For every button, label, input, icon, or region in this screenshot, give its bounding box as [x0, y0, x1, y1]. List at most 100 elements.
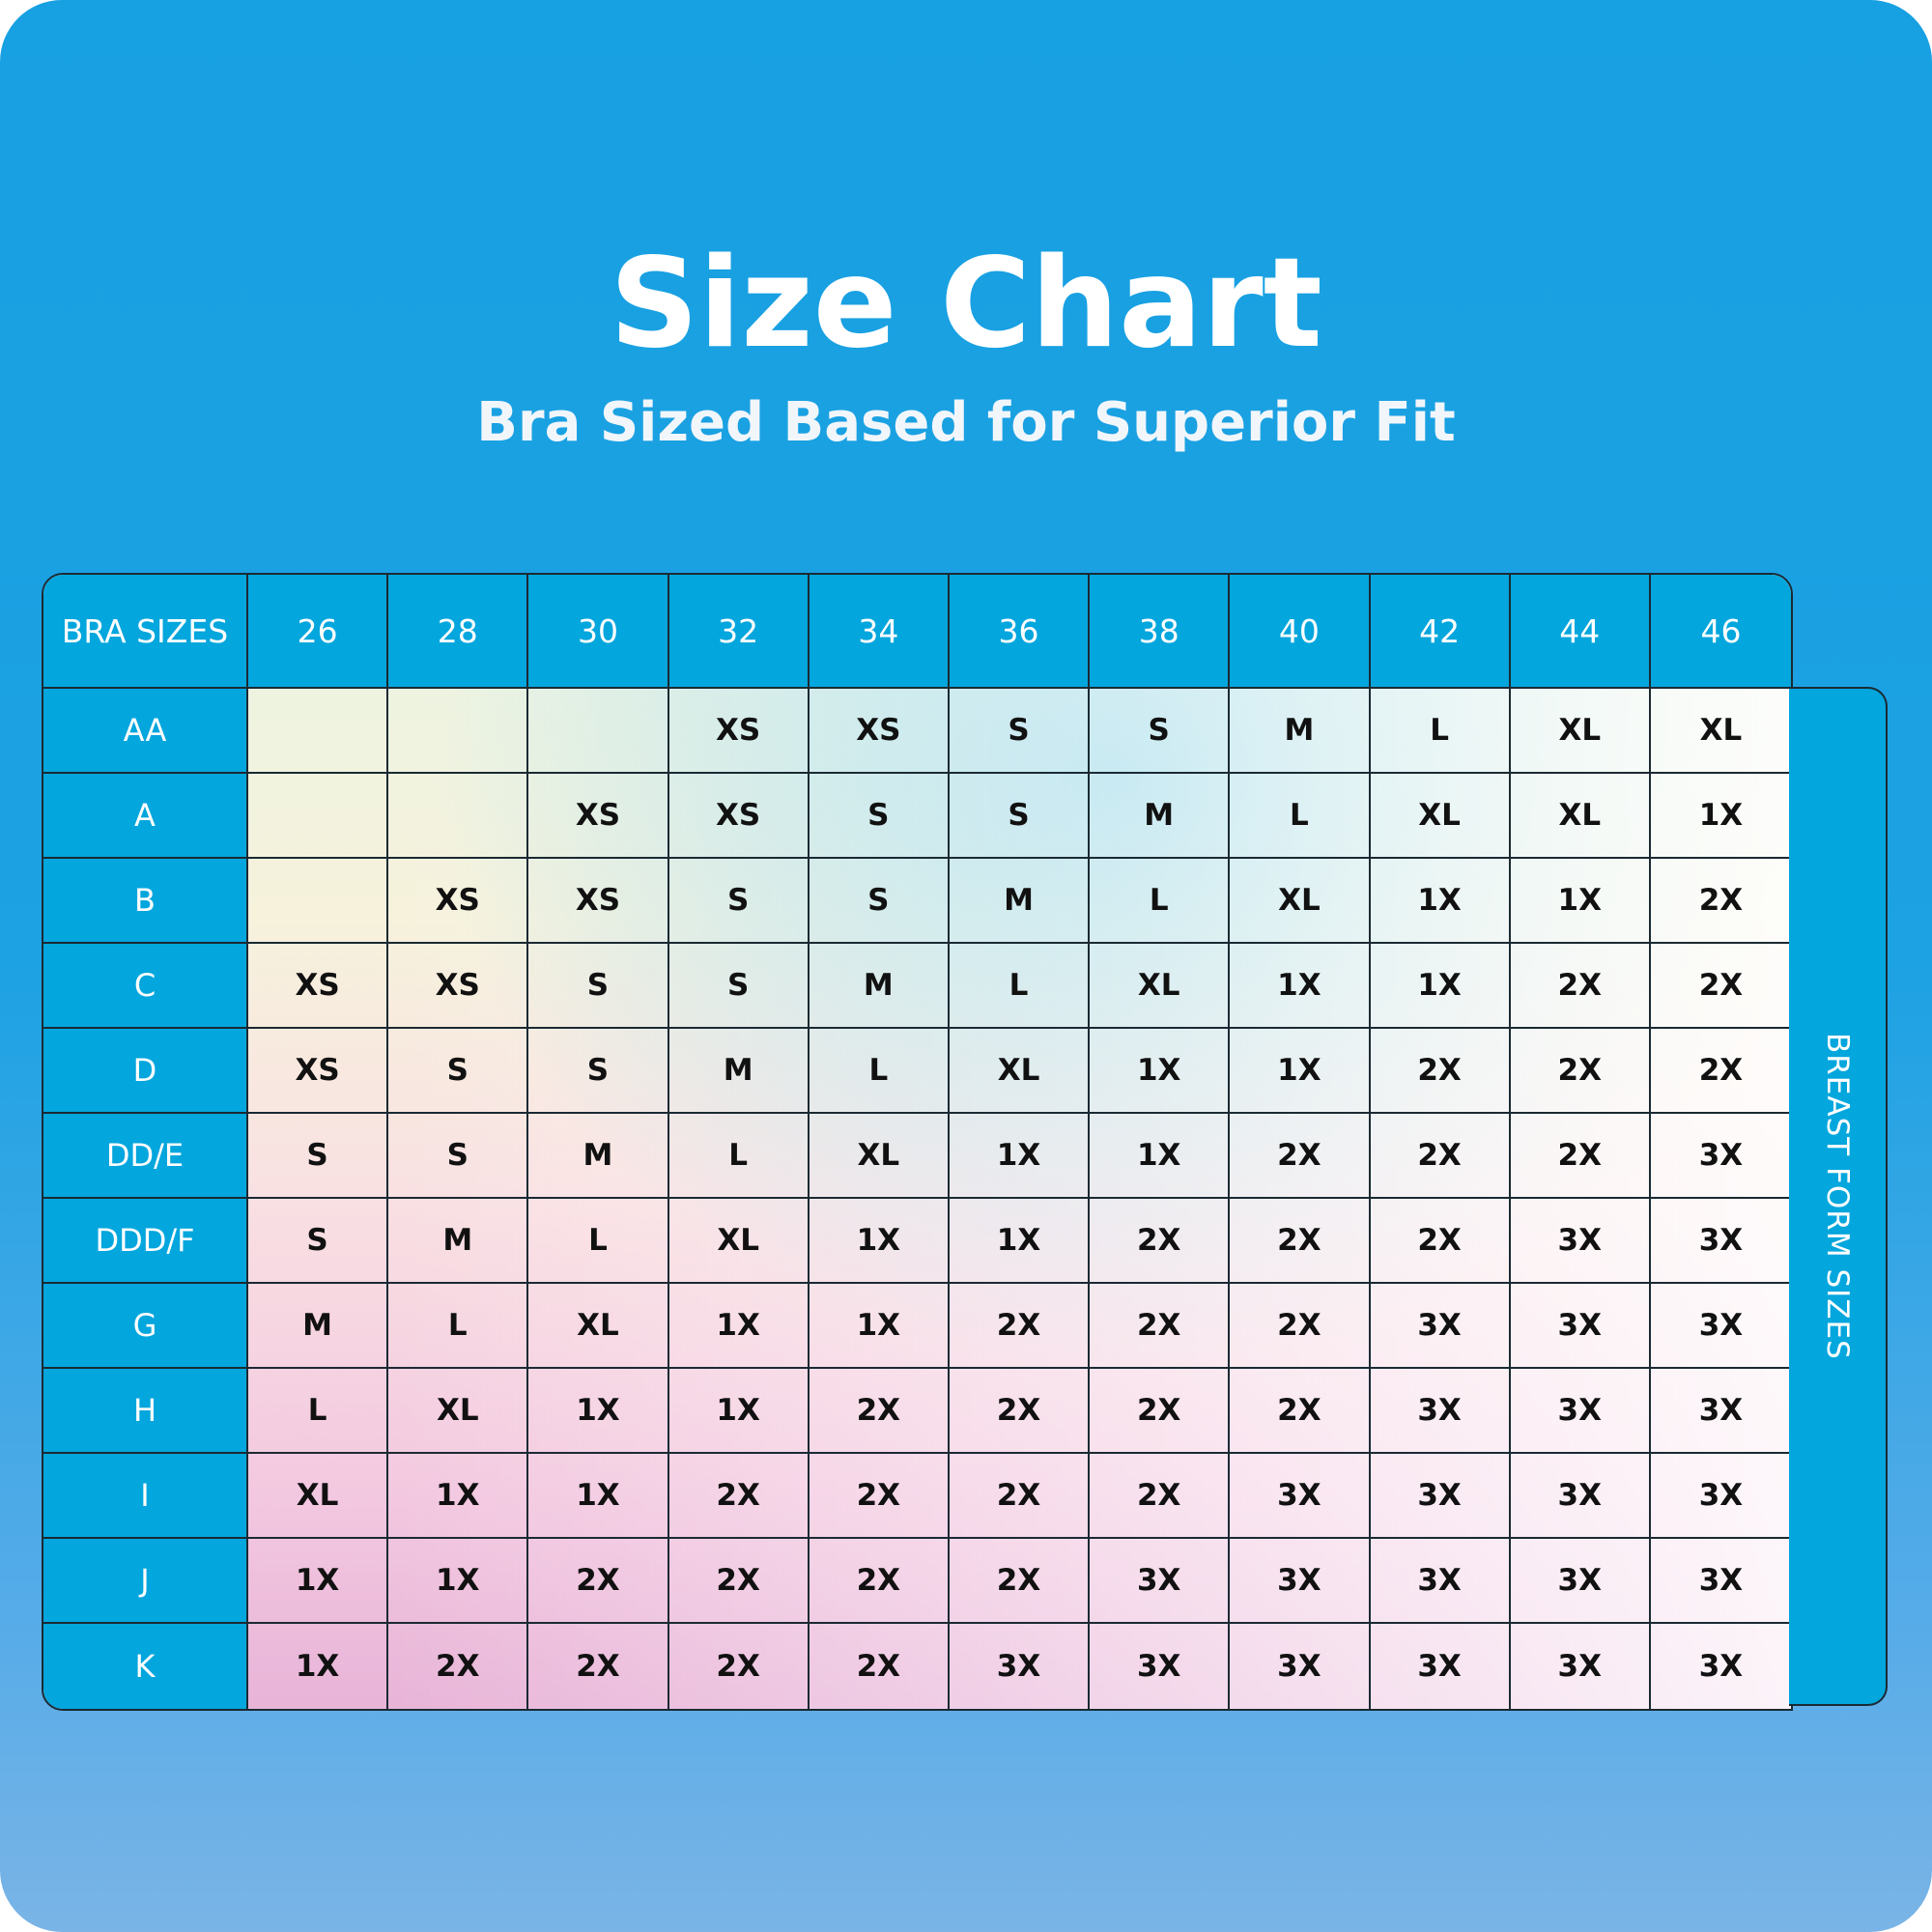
row-label: B: [43, 859, 248, 944]
size-cell: M: [248, 1284, 389, 1369]
size-cell: 3X: [1510, 1539, 1651, 1624]
size-cell: 3X: [1230, 1624, 1371, 1709]
size-cell: S: [528, 944, 669, 1029]
size-cell: XL: [668, 1199, 810, 1284]
size-cell: XL: [949, 1029, 1091, 1114]
size-cell: XL: [1510, 774, 1651, 859]
column-header: 36: [949, 575, 1091, 689]
size-cell: 3X: [1511, 1624, 1651, 1709]
size-cell: XS: [528, 774, 669, 859]
size-cell: 2X: [949, 1284, 1091, 1369]
size-cell: 3X: [1090, 1539, 1231, 1624]
size-cell: 1X: [528, 1369, 669, 1454]
column-header: 30: [528, 575, 669, 689]
size-cell: [388, 774, 529, 859]
size-cell: 3X: [1370, 1454, 1511, 1539]
size-cell: 1X: [1090, 1029, 1231, 1114]
size-cell: [248, 774, 389, 859]
size-cell: 2X: [1370, 1029, 1511, 1114]
size-cell: S: [809, 774, 950, 859]
size-cell: S: [1090, 689, 1231, 774]
size-cell: 2X: [949, 1369, 1091, 1454]
row-label: H: [43, 1369, 248, 1454]
size-cell: M: [1230, 689, 1371, 774]
size-cell: 2X: [1650, 944, 1792, 1029]
size-cell: 2X: [809, 1369, 950, 1454]
size-cell: XS: [248, 1029, 389, 1114]
side-label: BREAST FORM SIZES: [1820, 1033, 1855, 1360]
size-cell: 2X: [1230, 1369, 1371, 1454]
size-cell: L: [949, 944, 1091, 1029]
row-label: A: [43, 774, 248, 859]
size-cell: 2X: [1370, 1199, 1511, 1284]
column-header: 32: [668, 575, 810, 689]
size-cell: L: [388, 1284, 529, 1369]
size-cell: 2X: [1230, 1199, 1371, 1284]
size-cell: XS: [248, 944, 389, 1029]
size-cell: 1X: [248, 1624, 389, 1709]
size-cell: L: [1370, 689, 1511, 774]
size-cell: 2X: [1650, 859, 1792, 944]
size-cell: 2X: [1370, 1114, 1511, 1199]
size-cell: L: [248, 1369, 389, 1454]
size-cell: 2X: [1510, 1029, 1651, 1114]
size-cell: 2X: [528, 1624, 669, 1709]
size-cell: 3X: [1370, 1284, 1511, 1369]
size-cell: 3X: [1510, 1284, 1651, 1369]
size-cell: S: [668, 944, 810, 1029]
size-cell: XL: [1650, 689, 1792, 774]
size-cell: 1X: [388, 1539, 529, 1624]
size-cell: 3X: [1230, 1539, 1371, 1624]
size-cell: 3X: [1650, 1284, 1792, 1369]
size-cell: M: [809, 944, 950, 1029]
size-cell: L: [528, 1199, 669, 1284]
size-cell: XS: [388, 944, 529, 1029]
size-cell: 1X: [1230, 1029, 1371, 1114]
size-cell: 1X: [1090, 1114, 1231, 1199]
size-cell: 3X: [1698, 1649, 1744, 1684]
size-cell: [388, 689, 529, 774]
column-header: 44: [1510, 575, 1651, 689]
size-cell: 3X: [1650, 1369, 1792, 1454]
size-cell: 2X: [388, 1624, 529, 1709]
size-cell: [528, 689, 669, 774]
size-cell: 2X: [528, 1539, 669, 1624]
subtitle: Bra Sized Based for Superior Fit: [476, 391, 1456, 454]
size-cell: 1X: [528, 1454, 669, 1539]
size-cell: 1X: [949, 1114, 1091, 1199]
size-cell: XL: [1370, 774, 1511, 859]
size-cell: 3X: [950, 1624, 1091, 1709]
size-cell: M: [528, 1114, 669, 1199]
size-cell: 2X: [949, 1454, 1091, 1539]
size-cell: L: [809, 1029, 950, 1114]
size-cell: 3X: [1371, 1624, 1511, 1709]
size-cell: M: [1090, 774, 1231, 859]
size-cell: S: [388, 1029, 529, 1114]
size-cell: 3X: [1650, 1539, 1792, 1624]
size-cell: 3X: [1090, 1624, 1231, 1709]
size-cell: 2X: [1090, 1369, 1231, 1454]
size-cell: [248, 689, 389, 774]
size-cell: 2X: [1510, 1114, 1651, 1199]
size-cell: S: [248, 1199, 389, 1284]
size-cell: S: [248, 1114, 389, 1199]
size-cell: 2X: [809, 1539, 950, 1624]
size-cell: 2X: [949, 1539, 1091, 1624]
size-cell: XL: [388, 1369, 529, 1454]
size-cell: 2X: [1230, 1284, 1371, 1369]
size-cell: 3X: [1230, 1454, 1371, 1539]
row-label: DD/E: [43, 1114, 248, 1199]
size-cell: 2X: [1230, 1114, 1371, 1199]
size-cell: XL: [1510, 689, 1651, 774]
size-cell: 3X: [1510, 1199, 1651, 1284]
size-cell: M: [949, 859, 1091, 944]
size-cell: 2X: [1090, 1284, 1231, 1369]
size-cell: 1X: [668, 1284, 810, 1369]
size-cell: 1X: [1230, 944, 1371, 1029]
size-cell: XL: [1090, 944, 1231, 1029]
size-cell: 3X: [1510, 1454, 1651, 1539]
size-cell: 2X: [809, 1454, 950, 1539]
size-cell: 2X: [810, 1624, 950, 1709]
